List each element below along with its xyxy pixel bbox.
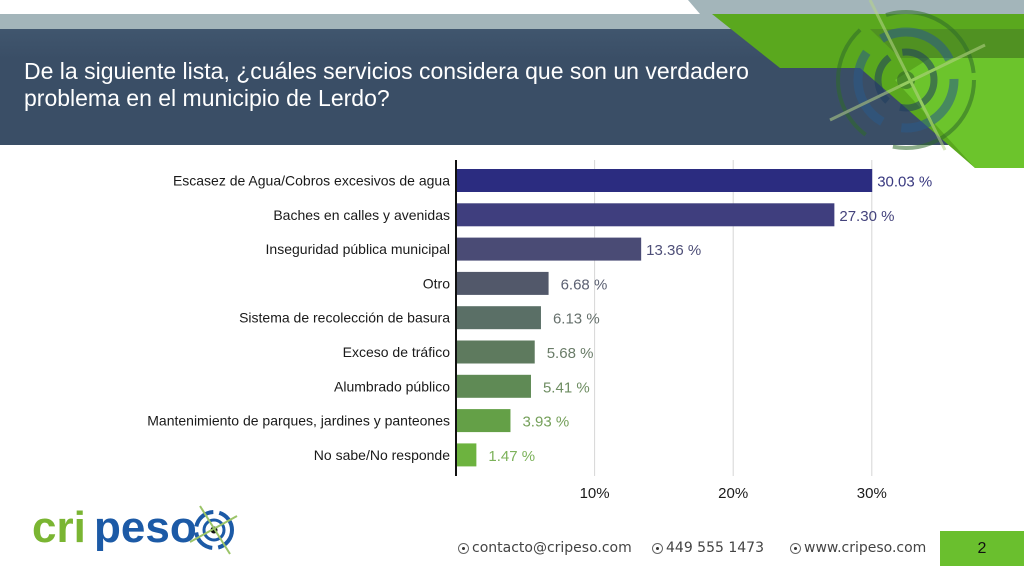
logo-target-icon [189,505,238,555]
web-icon [790,542,801,554]
value-label: 27.30 % [839,208,894,225]
category-label: Mantenimiento de parques, jardines y pan… [147,413,450,429]
bar [456,237,642,261]
value-label: 5.41 % [543,379,590,396]
category-label: Sistema de recolección de basura [239,310,450,326]
logo-text-green: cri [32,503,86,552]
slide-title: De la siguiente lista, ¿cuáles servicios… [24,58,749,111]
category-label: Otro [423,275,450,291]
gray-corner-shape [688,0,1024,14]
value-label: 6.68 % [561,276,608,293]
bar [456,340,535,364]
category-label: Inseguridad pública municipal [266,241,450,257]
bar [456,409,511,433]
footer-email[interactable]: contacto@cripeso.com [458,540,632,556]
bar-chart: Escasez de Agua/Cobros excesivos de agua… [147,160,932,502]
bar [456,271,549,295]
bar [456,169,873,192]
logo-text-blue: peso [94,503,197,552]
phone-icon [652,542,663,554]
x-tick-label: 10% [580,485,610,502]
bar [456,374,531,398]
green-light-wedge [895,58,1024,168]
category-label: Baches en calles y avenidas [273,207,450,223]
x-tick-label: 30% [857,485,887,502]
bar [456,306,541,330]
footer-website-text[interactable]: www.cripeso.com [804,540,927,556]
cripeso-logo: cri peso [32,503,238,555]
target-watermark-icon [829,0,986,151]
footer-website[interactable]: www.cripeso.com [790,540,926,556]
value-label: 1.47 % [488,448,535,465]
header-decoration [688,0,1024,168]
value-label: 6.13 % [553,311,600,328]
footer-email-text[interactable]: contacto@cripeso.com [472,540,632,556]
category-label: Alumbrado público [334,378,450,394]
value-label: 30.03 % [877,174,932,191]
x-tick-label: 20% [718,485,748,502]
page-number-box: 2 [940,531,1024,566]
value-label: 13.36 % [646,242,701,259]
page-number: 2 [977,539,987,557]
email-icon [458,542,469,554]
bar [456,443,477,467]
category-label: Escasez de Agua/Cobros excesivos de agua [173,173,450,189]
footer-phone[interactable]: 449 555 1473 [652,540,764,556]
bar [456,203,835,227]
value-label: 5.68 % [547,345,594,362]
footer-phone-text[interactable]: 449 555 1473 [666,540,764,556]
value-label: 3.93 % [522,414,569,431]
category-label: Exceso de tráfico [343,344,451,360]
category-label: No sabe/No responde [314,447,450,463]
